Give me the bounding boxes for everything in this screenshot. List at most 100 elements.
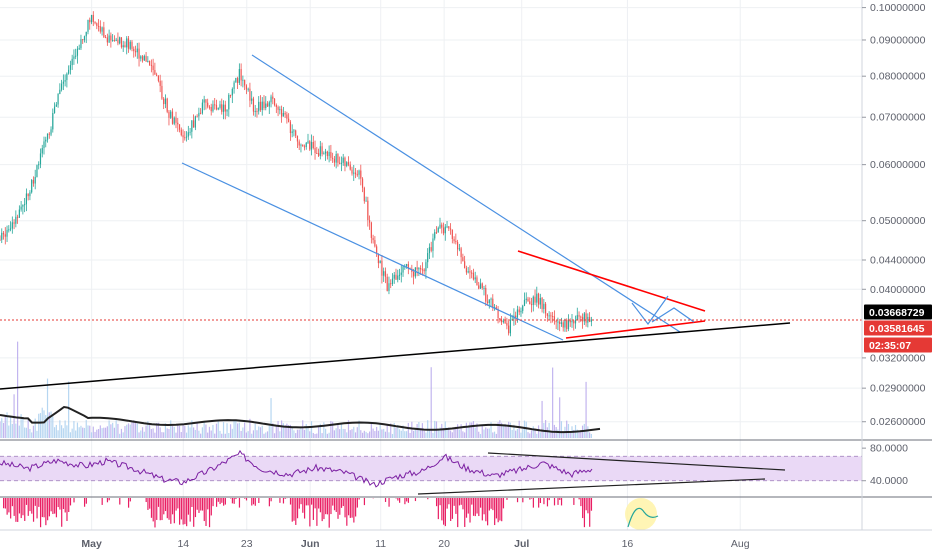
histogram-bar-278: [489, 498, 490, 511]
price-axis[interactable]: 0.100000000.090000000.080000000.07000000…: [862, 0, 932, 530]
price-tick-label: 0.08000000: [870, 71, 926, 83]
histogram-bar-243: [427, 498, 428, 499]
volume-bar-320: [563, 433, 564, 438]
volume-bar-221: [388, 432, 389, 438]
histogram-bar-121: [212, 498, 213, 506]
candle-body-95: [167, 99, 168, 112]
candle-body-186: [327, 152, 328, 156]
candle-body-192: [337, 154, 338, 163]
candle-body-268: [471, 273, 472, 274]
histogram-bar-13: [22, 498, 23, 515]
histogram-bar-90: [158, 498, 159, 507]
volume-bar-319: [561, 421, 562, 438]
volume-bar-128: [225, 434, 226, 438]
volume-bar-167: [293, 430, 294, 438]
candle-body-265: [466, 268, 467, 272]
candle-body-129: [226, 109, 227, 111]
volume-bar-136: [239, 423, 240, 438]
time-tick-label: Jun: [301, 538, 320, 550]
candle-body-165: [290, 122, 291, 133]
candle-body-259: [455, 241, 456, 242]
volume-bar-71: [124, 426, 125, 438]
histogram-bar-250: [440, 498, 441, 505]
volume-bar-305: [536, 434, 537, 438]
volume-bar-218: [383, 429, 384, 438]
volume-bar-242: [425, 433, 426, 438]
candle-body-151: [265, 104, 266, 109]
candle-body-278: [489, 299, 490, 302]
candle-body-275: [483, 288, 484, 289]
time-tick-label: 20: [438, 538, 450, 550]
candle-body-310: [545, 304, 546, 313]
volume-bar-200: [351, 429, 352, 438]
histogram-bar-17: [29, 498, 30, 511]
histogram-bar-318: [559, 498, 560, 500]
volume-bar-256: [450, 431, 451, 438]
histogram-bar-98: [172, 498, 173, 514]
volume-bar-104: [182, 424, 183, 438]
candle-body-64: [112, 40, 113, 41]
volume-bar-11: [19, 426, 20, 438]
candle-body-84: [147, 61, 148, 62]
volume-bar-286: [503, 426, 504, 438]
volume-bar-134: [235, 421, 236, 438]
volume-bar-138: [242, 427, 243, 438]
candle-body-108: [189, 132, 190, 133]
volume-bar-73: [128, 423, 129, 438]
candle-body-82: [144, 56, 145, 60]
volume-bar-216: [380, 424, 381, 438]
candle-body-21: [36, 165, 37, 177]
price-level-tag: 0.03581645: [864, 321, 932, 336]
candle-body-119: [209, 107, 210, 108]
candle-body-206: [362, 179, 363, 188]
volume-bar-246: [432, 433, 433, 438]
histogram-bar-274: [482, 498, 483, 520]
volume-bar-2: [3, 423, 4, 438]
volume-bar-154: [270, 398, 271, 438]
candle-body-23: [40, 153, 41, 164]
volume-bar-96: [168, 429, 169, 438]
candle-body-78: [137, 49, 138, 53]
volume-bar-135: [237, 423, 238, 438]
volume-bar-311: [547, 427, 548, 438]
histogram-bar-147: [258, 498, 259, 503]
histogram-bar-120: [211, 498, 212, 515]
histogram-bar-136: [239, 498, 240, 508]
histogram-bar-102: [179, 498, 180, 525]
histogram-bar-268: [471, 498, 472, 505]
candle-body-287: [505, 321, 506, 323]
candle-body-333: [585, 313, 586, 322]
candle-body-241: [424, 269, 425, 271]
candle-body-277: [487, 302, 488, 303]
volume-bar-261: [459, 430, 460, 438]
volume-bar-177: [311, 421, 312, 438]
drawing-tools[interactable]: [0, 55, 862, 389]
volume-bar-127: [223, 422, 224, 438]
candle-body-255: [448, 226, 449, 228]
volume-bar-21: [36, 431, 37, 438]
histogram-bar-36: [63, 498, 64, 509]
candle-body-176: [309, 141, 310, 149]
candle-body-248: [436, 232, 437, 233]
volume-bar-195: [343, 429, 344, 438]
candle-body-49: [86, 32, 87, 36]
candle-body-2: [3, 233, 4, 234]
volume-bar-191: [336, 428, 337, 438]
histogram-bar-126: [221, 498, 222, 503]
volume-bar-83: [145, 426, 146, 438]
candle-body-191: [336, 154, 337, 163]
candle-body-152: [267, 104, 268, 107]
price-tick-label: 0.03200000: [870, 352, 926, 364]
volume-bar-199: [350, 430, 351, 438]
histogram-bar-37: [65, 498, 66, 512]
volume-bar-13: [22, 417, 23, 438]
candle-body-294: [517, 309, 518, 317]
histogram-bar-263: [462, 498, 463, 509]
price-tick-label: 0.05000000: [870, 215, 926, 227]
volume-bar-288: [506, 427, 507, 438]
histogram-bar-271: [476, 498, 477, 514]
histogram-bar-226: [397, 498, 398, 501]
